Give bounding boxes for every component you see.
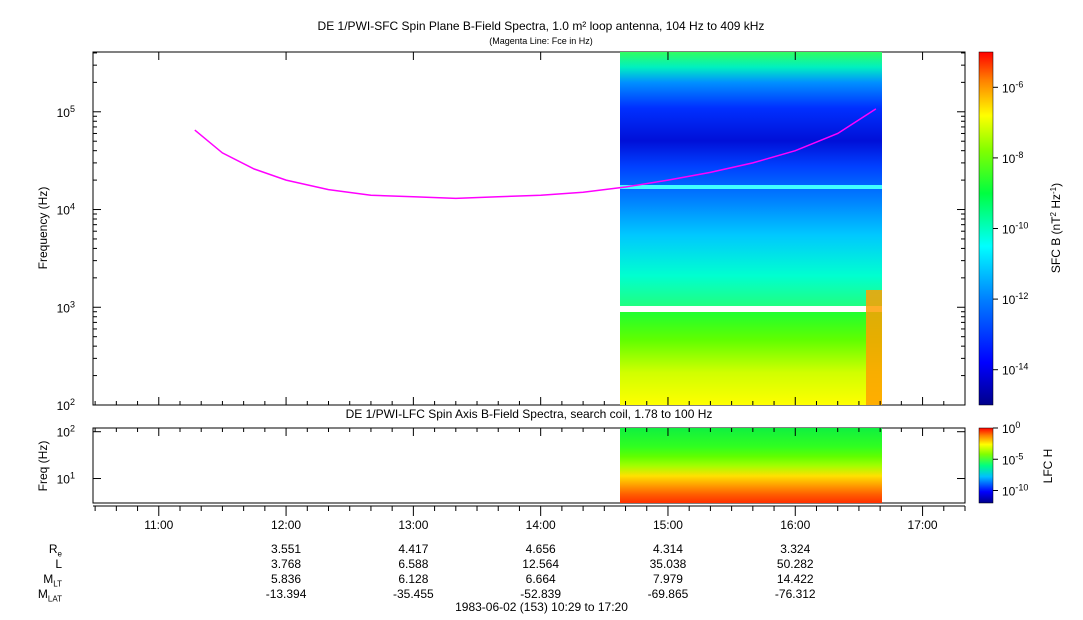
sfc-colorbar-tick-label: 10-10	[1002, 221, 1028, 237]
ephemeris-value: -52.839	[520, 587, 561, 601]
time-tick-label: 16:00	[780, 518, 810, 532]
lfc-colorbar-label: LFC H	[1041, 449, 1055, 484]
sfc-colorbar-tick-label: 10-6	[1002, 79, 1023, 95]
ephemeris-value: 6.664	[525, 572, 556, 586]
ephemeris-value: 3.551	[271, 542, 302, 556]
main-title: DE 1/PWI-SFC Spin Plane B-Field Spectra,…	[318, 19, 765, 33]
ephemeris-value: 6.588	[398, 557, 429, 571]
ephemeris-row-label: MLT	[43, 572, 62, 589]
ephemeris-value: 5.836	[271, 572, 302, 586]
ephemeris-value: -35.455	[393, 587, 434, 601]
ephemeris-value: 14.422	[776, 572, 814, 586]
time-tick-label: 15:00	[653, 518, 683, 532]
ephemeris-value: 4.656	[525, 542, 556, 556]
ephemeris-value: 3.324	[780, 542, 811, 556]
ephemeris-value: -76.312	[774, 587, 816, 601]
ephemeris-value: 35.038	[649, 557, 687, 571]
ephemeris-value: 12.564	[522, 557, 559, 571]
time-range-footer: 1983-06-02 (153) 10:29 to 17:20	[455, 600, 628, 614]
sfc-colorbar-label: SFC B (nT2 Hz-1)	[1049, 183, 1063, 273]
sfc-gap	[620, 306, 882, 312]
sfc-spectrogram-image	[620, 52, 882, 405]
sfc-ytick-label: 105	[57, 104, 75, 120]
ephemeris-value: 3.768	[271, 557, 302, 571]
sfc-ytick-label: 104	[57, 202, 75, 218]
ephemeris-value: 7.979	[652, 572, 683, 586]
ephemeris-value: 4.417	[398, 542, 429, 556]
sfc-colorbar-tick-label: 10-12	[1002, 291, 1028, 307]
time-tick-label: 11:00	[144, 518, 173, 532]
sfc-low-band	[620, 312, 882, 405]
time-tick-label: 12:00	[271, 518, 301, 532]
lfc-colorbar	[978, 427, 994, 504]
sfc-high-band	[620, 52, 882, 306]
ephemeris-row-label: Re	[48, 542, 62, 559]
ephemeris-value: -13.394	[265, 587, 307, 601]
fce-magenta-line	[194, 108, 877, 200]
lfc-y-axis-label: Freq (Hz)	[36, 441, 50, 492]
ephemeris-row-label: L	[55, 557, 62, 571]
ephemeris-row-label: MLAT	[37, 587, 62, 604]
lfc-colorbar-tick-label: 100	[1002, 420, 1020, 436]
sfc-colorbar-tick-label: 10-8	[1002, 150, 1023, 166]
time-tick-label: 13:00	[398, 518, 428, 532]
time-tick-label: 17:00	[908, 518, 938, 532]
sfc-edge-activity	[866, 290, 882, 405]
lower-title: DE 1/PWI-LFC Spin Axis B-Field Spectra, …	[346, 407, 713, 421]
lfc-colorbar-tick-label: 10-10	[1002, 483, 1028, 499]
sfc-ytick-label: 102	[57, 397, 75, 413]
ephemeris-value: 6.128	[398, 572, 429, 586]
lfc-ytick-label: 101	[57, 471, 75, 487]
sfc-cyan-line	[620, 185, 882, 189]
sfc-ytick-label: 103	[57, 299, 75, 315]
ephemeris-value: 50.282	[776, 557, 814, 571]
lfc-ytick-label: 102	[57, 424, 75, 440]
time-tick-label: 14:00	[526, 518, 556, 532]
ephemeris-value: 4.314	[652, 542, 683, 556]
sfc-colorbar	[978, 51, 994, 406]
lfc-spectrogram-image	[620, 428, 882, 503]
ephemeris-value: -69.865	[647, 587, 689, 601]
lfc-colorbar-tick-label: 10-5	[1002, 451, 1023, 467]
sfc-y-axis-label: Frequency (Hz)	[36, 187, 50, 270]
sfc-colorbar-tick-label: 10-14	[1002, 362, 1028, 378]
subtitle: (Magenta Line: Fce in Hz)	[489, 36, 593, 46]
